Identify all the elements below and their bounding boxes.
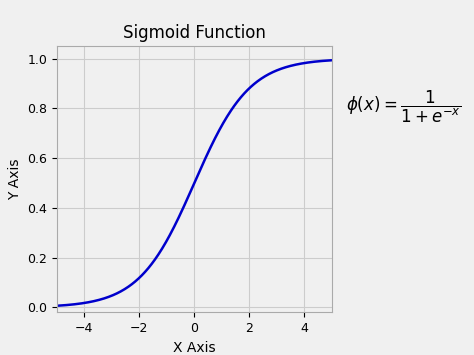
Title: Sigmoid Function: Sigmoid Function bbox=[123, 24, 266, 42]
Y-axis label: Y Axis: Y Axis bbox=[8, 159, 22, 200]
X-axis label: X Axis: X Axis bbox=[173, 341, 216, 355]
Text: $\phi(x) = \dfrac{1}{1 + e^{-x}}$: $\phi(x) = \dfrac{1}{1 + e^{-x}}$ bbox=[346, 88, 461, 125]
